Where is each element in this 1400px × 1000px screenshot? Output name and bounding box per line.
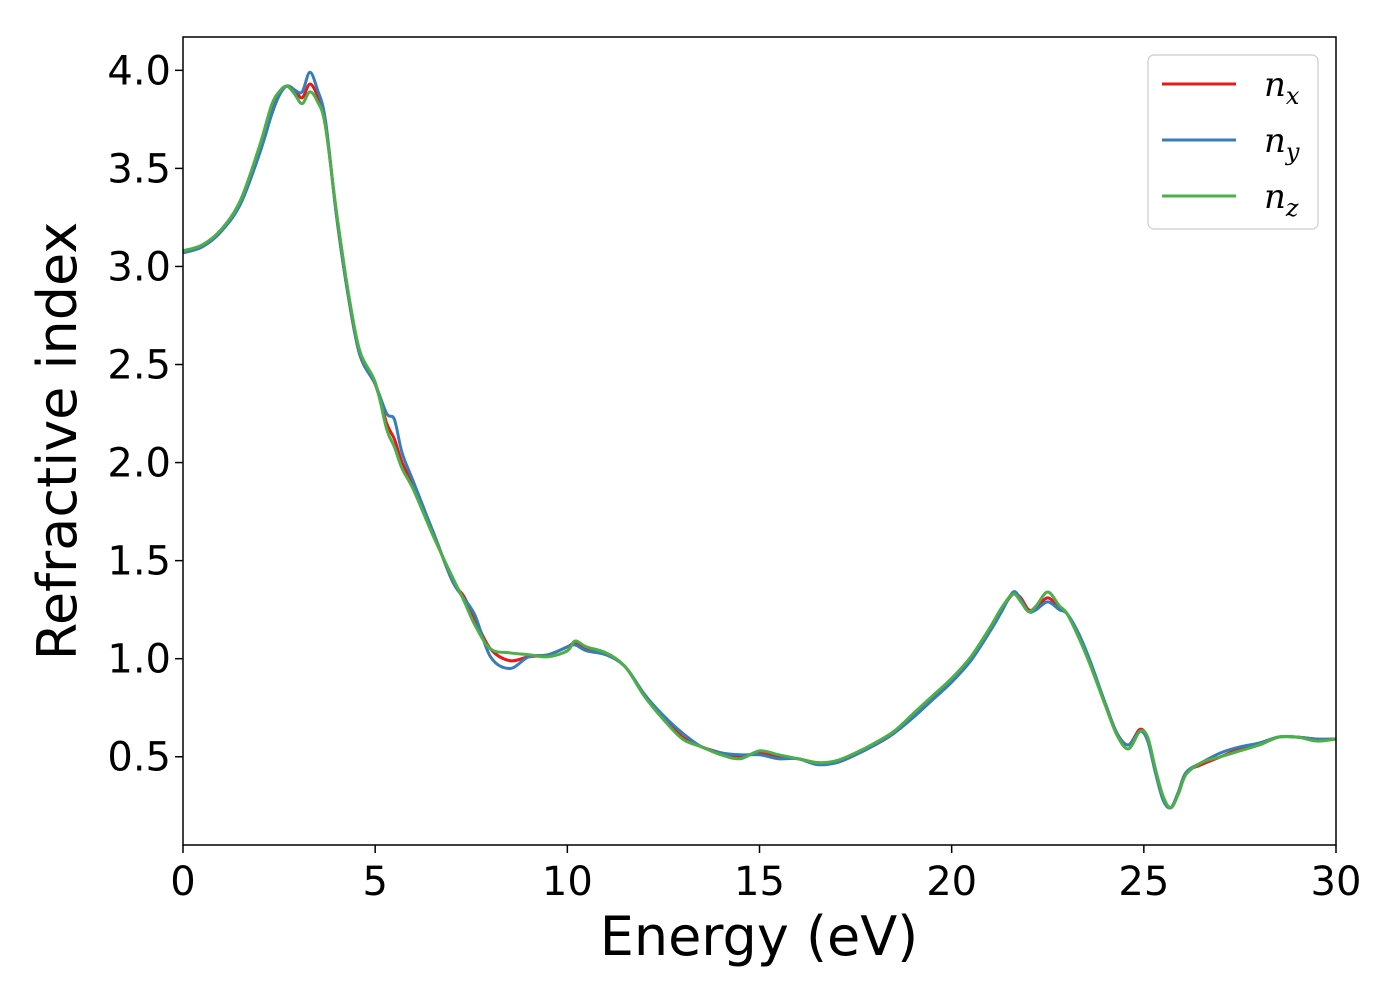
series-layer xyxy=(183,70,1336,810)
y-tick-label: 2.5 xyxy=(107,343,171,389)
x-tick-label: 5 xyxy=(362,859,387,905)
y-tick-label: 2.0 xyxy=(107,441,171,487)
legend-label-nz: nz xyxy=(1264,177,1299,222)
x-ticks: 0 5 10 15 20 25 30 xyxy=(170,845,1361,905)
y-ticks: 0.5 1.0 1.5 2.0 2.5 3.0 3.5 4.0 xyxy=(107,48,183,781)
x-tick-label: 25 xyxy=(1118,859,1169,905)
x-tick-label: 15 xyxy=(734,859,785,905)
y-tick-label: 1.0 xyxy=(107,637,171,683)
legend: nx ny nz xyxy=(1147,54,1319,230)
x-tick-label: 10 xyxy=(542,859,593,905)
x-tick-label: 0 xyxy=(170,859,195,905)
legend-label-ny: ny xyxy=(1264,121,1300,166)
legend-entries: nx ny nz xyxy=(1162,65,1300,222)
series-line-nz xyxy=(183,84,1336,810)
legend-label-nx: nx xyxy=(1264,65,1300,110)
x-tick-label: 30 xyxy=(1311,859,1362,905)
x-tick-label: 20 xyxy=(926,859,977,905)
y-tick-label: 0.5 xyxy=(107,735,171,781)
y-tick-label: 1.5 xyxy=(107,539,171,585)
x-axis-label: Energy (eV) xyxy=(600,905,919,968)
y-tick-label: 4.0 xyxy=(107,48,171,94)
y-tick-label: 3.0 xyxy=(107,244,171,290)
y-tick-label: 3.5 xyxy=(107,146,171,192)
legend-box xyxy=(1147,54,1319,230)
y-axis-label: Refractive index xyxy=(26,222,89,661)
